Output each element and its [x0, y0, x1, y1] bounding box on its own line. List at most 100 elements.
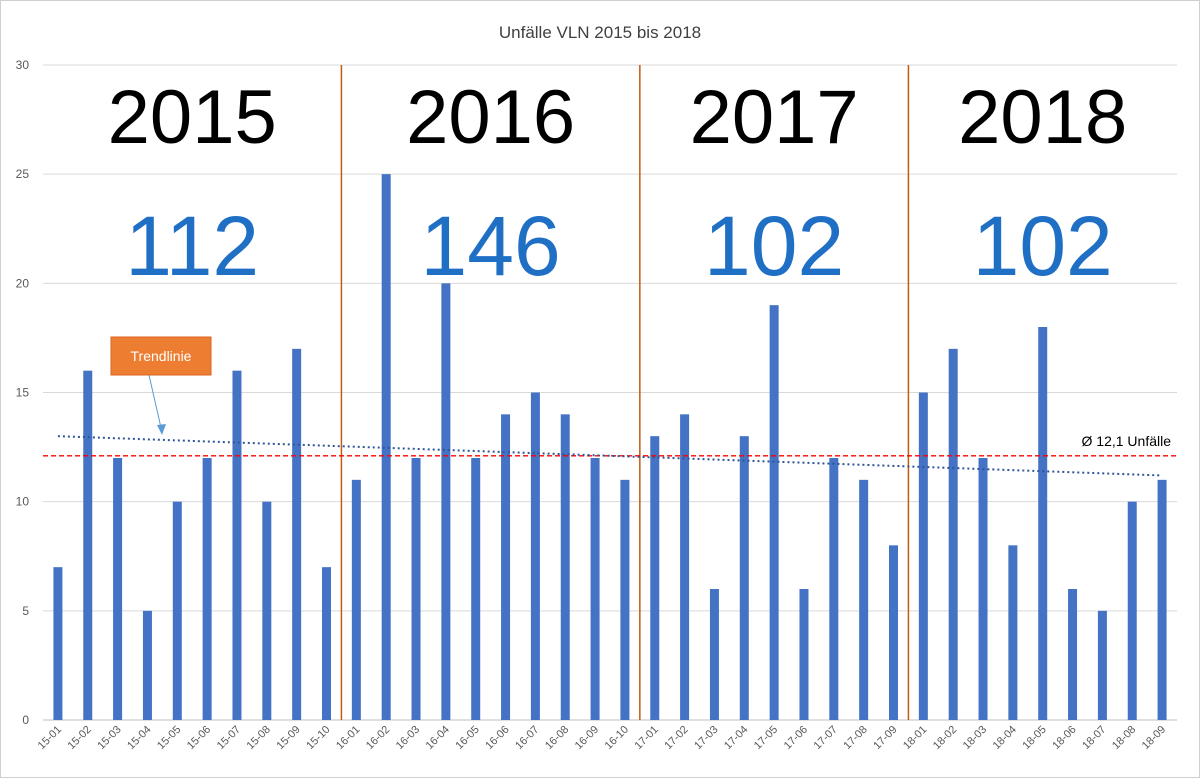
x-tick-label: 16-02 [364, 724, 392, 752]
x-tick-label: 15-07 [215, 724, 243, 752]
x-tick-label: 17-06 [782, 724, 810, 752]
bar [1068, 589, 1078, 720]
y-tick-label: 20 [16, 276, 30, 290]
year-separators [340, 65, 910, 720]
bar [322, 567, 331, 720]
year-total: 112 [125, 199, 259, 293]
x-tick-label: 17-04 [722, 724, 750, 752]
x-tick-label: 15-10 [304, 724, 332, 752]
y-tick-label: 0 [22, 713, 29, 727]
y-tick-label: 30 [16, 58, 30, 72]
bar [441, 283, 451, 720]
x-tick-label: 15-04 [125, 724, 153, 752]
x-tick-label: 16-01 [334, 724, 362, 752]
x-tick-label: 18-03 [961, 724, 989, 752]
x-tick-label: 18-01 [901, 724, 929, 752]
year-label: 2015 [108, 75, 277, 160]
y-tick-label: 10 [16, 495, 30, 509]
y-tick-label: 25 [16, 167, 30, 181]
x-tick-label: 15-08 [245, 724, 273, 752]
bar [172, 501, 182, 720]
x-tick-label: 18-09 [1140, 724, 1168, 752]
x-tick-label: 18-06 [1050, 724, 1078, 752]
reference-lines: Ø 12,1 Unfälle [43, 433, 1177, 477]
bar [411, 458, 421, 720]
year-label: 2017 [690, 75, 859, 160]
x-tick-label: 18-05 [1020, 724, 1048, 752]
bar [351, 479, 361, 720]
x-tick-label: 17-02 [662, 724, 690, 752]
bar [739, 436, 749, 720]
bar [859, 479, 869, 720]
bar [202, 458, 212, 720]
x-tick-label: 15-05 [155, 724, 183, 752]
x-tick-label: 16-10 [603, 724, 631, 752]
bar [381, 174, 391, 720]
year-total: 102 [704, 199, 844, 293]
x-tick-label: 17-09 [871, 724, 899, 752]
callout-arrow-line [148, 374, 163, 433]
bar [560, 414, 570, 720]
x-tick-label: 17-05 [752, 724, 780, 752]
y-tick-label: 5 [22, 604, 29, 618]
x-tick-label: 16-05 [453, 724, 481, 752]
x-tick-label: 15-01 [36, 724, 64, 752]
bar [530, 392, 540, 720]
x-tick-label: 16-08 [543, 724, 571, 752]
x-tick-label: 16-04 [424, 724, 452, 752]
average-label: Ø 12,1 Unfälle [1082, 433, 1172, 449]
grid-layer [43, 64, 1177, 721]
bar [620, 479, 630, 720]
bar [918, 392, 928, 720]
chart-title: Unfälle VLN 2015 bis 2018 [499, 23, 701, 42]
bar [650, 436, 660, 720]
bar [53, 567, 63, 720]
x-tick-label: 17-07 [812, 724, 840, 752]
year-total: 102 [973, 199, 1113, 293]
bar [829, 458, 839, 720]
x-tick-label: 15-06 [185, 724, 213, 752]
callout-arrow-head [157, 424, 166, 435]
bar-layer [53, 174, 1167, 720]
year-total: 146 [421, 199, 561, 293]
bar [680, 414, 690, 720]
bar [501, 414, 511, 720]
x-tick-label: 16-07 [513, 724, 541, 752]
x-tick-label: 18-08 [1110, 724, 1138, 752]
y-tick-label: 15 [16, 386, 30, 400]
x-tick-label: 16-03 [394, 724, 422, 752]
bar [1038, 327, 1048, 720]
y-axis-ticks: 0 5 10 15 20 25 30 [16, 58, 30, 727]
bar [1097, 610, 1107, 720]
bar [978, 458, 988, 720]
bar [590, 458, 600, 720]
x-tick-label: 15-02 [66, 724, 94, 752]
year-label: 2018 [958, 75, 1127, 160]
bar [83, 370, 93, 720]
year-label: 2016 [406, 75, 575, 160]
trendline-callout: Trendlinie [110, 336, 212, 435]
bar [471, 458, 481, 720]
x-tick-label: 17-01 [633, 724, 661, 752]
x-tick-label: 16-09 [573, 724, 601, 752]
x-tick-label: 16-06 [483, 724, 511, 752]
callout-box [110, 336, 212, 376]
bar [769, 305, 779, 720]
x-axis-ticks: 15-01 15-02 15-03 15-04 15-05 15-06 15-07 15-08… [36, 724, 1169, 752]
x-tick-label: 18-04 [991, 724, 1019, 752]
trendline [57, 435, 1163, 477]
x-tick-label: 17-03 [692, 724, 720, 752]
bar [1127, 501, 1137, 720]
x-tick-label: 18-07 [1080, 724, 1108, 752]
x-tick-label: 15-03 [95, 724, 123, 752]
x-tick-label: 18-02 [931, 724, 959, 752]
bar [889, 545, 898, 720]
x-tick-label: 17-08 [841, 724, 869, 752]
bar [142, 610, 152, 720]
bar [799, 589, 809, 720]
bar [1008, 545, 1018, 720]
x-tick-label: 15-09 [274, 724, 302, 752]
bar [262, 501, 272, 720]
